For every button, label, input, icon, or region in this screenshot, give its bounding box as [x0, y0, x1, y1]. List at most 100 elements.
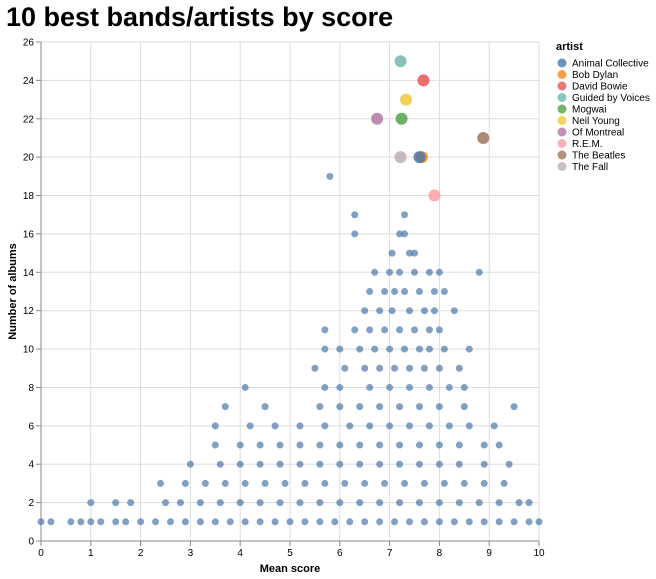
artist-point: [535, 518, 543, 526]
artist-point: [296, 460, 304, 468]
artist-point: [396, 230, 404, 238]
artist-point: [211, 518, 219, 526]
artist-point: [396, 403, 404, 411]
artist-point: [480, 460, 488, 468]
artist-point: [271, 422, 279, 430]
artist-point: [87, 499, 95, 507]
legend-label: R.E.M.: [572, 139, 603, 150]
artist-point: [480, 441, 488, 449]
artist-point: [450, 518, 458, 526]
x-tick-label: 6: [337, 548, 343, 559]
artist-point: [201, 479, 209, 487]
artist-point: [166, 518, 174, 526]
artist-point: [406, 249, 414, 257]
artist-point: [490, 422, 498, 430]
artist-point: [321, 479, 329, 487]
legend-swatch: [557, 116, 567, 125]
artist-point: [396, 499, 404, 507]
artist-point: [401, 288, 409, 295]
artist-point: [316, 499, 324, 507]
artist-point: [336, 403, 344, 411]
y-tick-label: 22: [23, 114, 35, 125]
artist-point: [376, 441, 384, 449]
artist-point: [406, 364, 414, 372]
artist-point: [480, 479, 488, 487]
y-tick-label: 2: [28, 498, 34, 509]
artist-point: [510, 403, 518, 411]
artist-point: [435, 499, 443, 507]
artist-point: [406, 383, 414, 391]
artist-point: [391, 364, 399, 372]
artist-point: [112, 499, 120, 507]
y-tick-label: 0: [28, 537, 34, 548]
artist-point: [475, 499, 483, 507]
highlighted-point: [413, 151, 426, 164]
artist-point: [296, 422, 304, 430]
artist-point: [525, 499, 533, 507]
artist-point: [301, 518, 309, 526]
artist-point: [366, 326, 374, 334]
artist-point: [316, 460, 324, 468]
artist-point: [361, 364, 369, 372]
artist-point: [211, 441, 219, 449]
artist-point: [510, 518, 518, 526]
artist-point: [435, 268, 443, 276]
artist-point: [475, 268, 483, 276]
artist-point: [236, 441, 244, 449]
artist-point: [425, 383, 433, 391]
highlighted-point: [477, 131, 490, 144]
artist-point: [420, 364, 428, 372]
artist-point: [311, 364, 319, 372]
artist-point: [236, 499, 244, 507]
y-tick-label: 6: [28, 421, 34, 432]
artist-point: [162, 499, 169, 507]
x-tick-label: 9: [486, 548, 492, 559]
artist-point: [401, 230, 409, 238]
artist-point: [336, 345, 344, 353]
artist-point: [495, 441, 503, 449]
artist-point: [37, 518, 45, 526]
artist-point: [221, 403, 229, 411]
artist-point: [221, 479, 229, 487]
artist-point: [261, 479, 269, 487]
artist-point: [122, 518, 130, 526]
artist-point: [435, 460, 443, 468]
artist-point: [415, 403, 423, 411]
y-tick-label: 26: [23, 38, 35, 49]
artist-point: [386, 383, 394, 391]
artist-point: [396, 268, 404, 276]
artist-point: [321, 383, 329, 391]
artist-point: [181, 518, 189, 526]
legend-title: artist: [556, 41, 583, 53]
artist-point: [376, 499, 384, 507]
artist-point: [216, 460, 224, 468]
artist-point: [420, 479, 428, 487]
artist-point: [415, 460, 423, 468]
artist-point: [261, 403, 269, 411]
artist-point: [241, 479, 249, 487]
artist-point: [276, 460, 284, 468]
highlighted-point: [394, 151, 407, 164]
artist-point: [386, 345, 394, 353]
legend-swatch: [557, 127, 567, 137]
legend-label: Animal Collective: [572, 59, 649, 70]
artist-point: [401, 345, 409, 353]
artist-point: [301, 479, 309, 487]
artist-point: [455, 364, 463, 372]
artist-point: [381, 326, 389, 334]
artist-point: [152, 518, 160, 526]
legend-label: Neil Young: [572, 116, 620, 127]
artist-point: [440, 288, 448, 295]
highlighted-point: [428, 189, 441, 202]
artist-point: [321, 345, 329, 353]
artist-point: [351, 211, 359, 219]
artist-point: [336, 383, 344, 391]
x-tick-label: 1: [88, 548, 94, 559]
artist-point: [445, 422, 453, 430]
legend-label: Bob Dylan: [572, 70, 618, 81]
data-points: [37, 172, 543, 526]
artist-point: [356, 499, 364, 507]
artist-point: [465, 345, 473, 353]
artist-point: [341, 364, 349, 372]
artist-point: [435, 403, 443, 411]
